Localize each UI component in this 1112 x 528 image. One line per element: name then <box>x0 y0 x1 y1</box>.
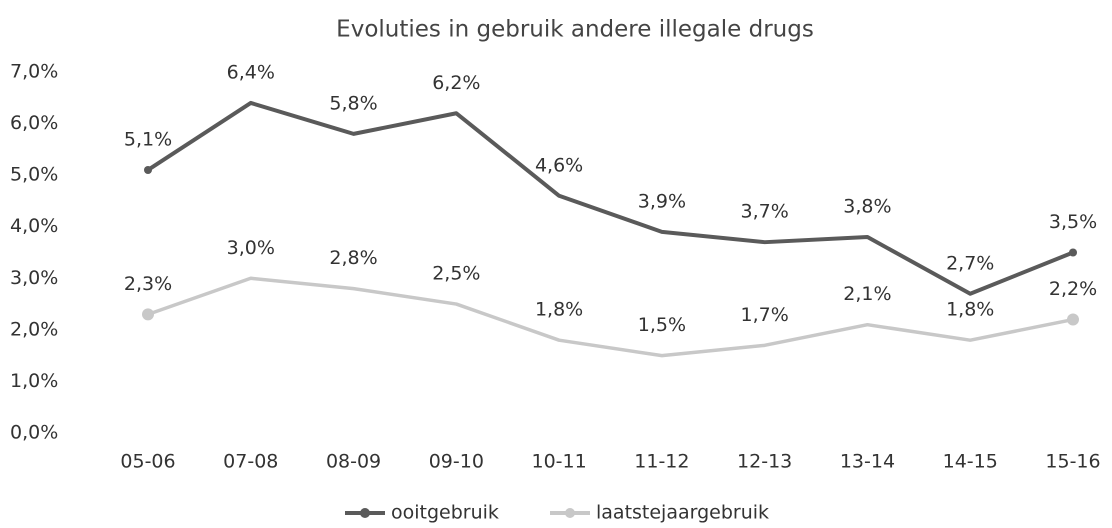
end-marker <box>144 165 152 174</box>
y-tick-label: 7,0% <box>10 61 58 83</box>
data-label: 6,4% <box>227 61 275 83</box>
x-tick-label: 12-13 <box>737 451 792 473</box>
legend-label: ooitgebruik <box>391 502 499 524</box>
data-label: 5,8% <box>329 92 377 114</box>
chart-title: Evoluties in gebruik andere illegale dru… <box>336 17 814 43</box>
legend-marker <box>565 508 575 518</box>
y-tick-label: 0,0% <box>10 422 58 444</box>
data-label: 1,8% <box>946 299 994 321</box>
data-label: 2,1% <box>843 283 891 305</box>
x-tick-label: 14-15 <box>943 451 998 473</box>
x-tick-label: 13-14 <box>840 451 895 473</box>
data-label: 2,3% <box>124 273 172 295</box>
data-label: 3,8% <box>843 196 891 218</box>
y-tick-label: 5,0% <box>10 164 58 186</box>
y-tick-label: 1,0% <box>10 370 58 392</box>
end-marker <box>1069 248 1077 257</box>
data-label: 4,6% <box>535 154 583 176</box>
line-series <box>147 276 1074 358</box>
data-label: 3,7% <box>741 201 789 223</box>
x-tick-label: 07-08 <box>223 451 278 473</box>
end-marker <box>1067 313 1079 326</box>
y-tick-label: 3,0% <box>10 267 58 289</box>
data-label: 2,2% <box>1049 278 1097 300</box>
data-label: 2,8% <box>329 247 377 269</box>
data-label: 1,7% <box>741 304 789 326</box>
data-label: 3,9% <box>638 190 686 212</box>
data-label: 1,8% <box>535 299 583 321</box>
x-tick-label: 09-10 <box>429 451 484 473</box>
data-label: 2,7% <box>946 252 994 274</box>
legend-marker <box>360 508 370 518</box>
x-tick-label: 15-16 <box>1045 451 1100 473</box>
y-tick-label: 4,0% <box>10 215 58 237</box>
end-marker <box>142 308 154 321</box>
data-label: 3,0% <box>227 237 275 259</box>
data-label: 3,5% <box>1049 211 1097 233</box>
y-tick-label: 2,0% <box>10 318 58 340</box>
x-tick-label: 05-06 <box>120 451 175 473</box>
x-tick-label: 08-09 <box>326 451 381 473</box>
data-label: 2,5% <box>432 263 480 285</box>
x-tick-label: 11-12 <box>634 451 689 473</box>
data-label: 5,1% <box>124 128 172 150</box>
x-tick-label: 10-11 <box>532 451 587 473</box>
line-series <box>146 100 1074 296</box>
y-tick-label: 6,0% <box>10 112 58 134</box>
data-label: 6,2% <box>432 72 480 94</box>
data-label: 1,5% <box>638 314 686 336</box>
legend-label: laatstejaargebruik <box>596 502 769 524</box>
